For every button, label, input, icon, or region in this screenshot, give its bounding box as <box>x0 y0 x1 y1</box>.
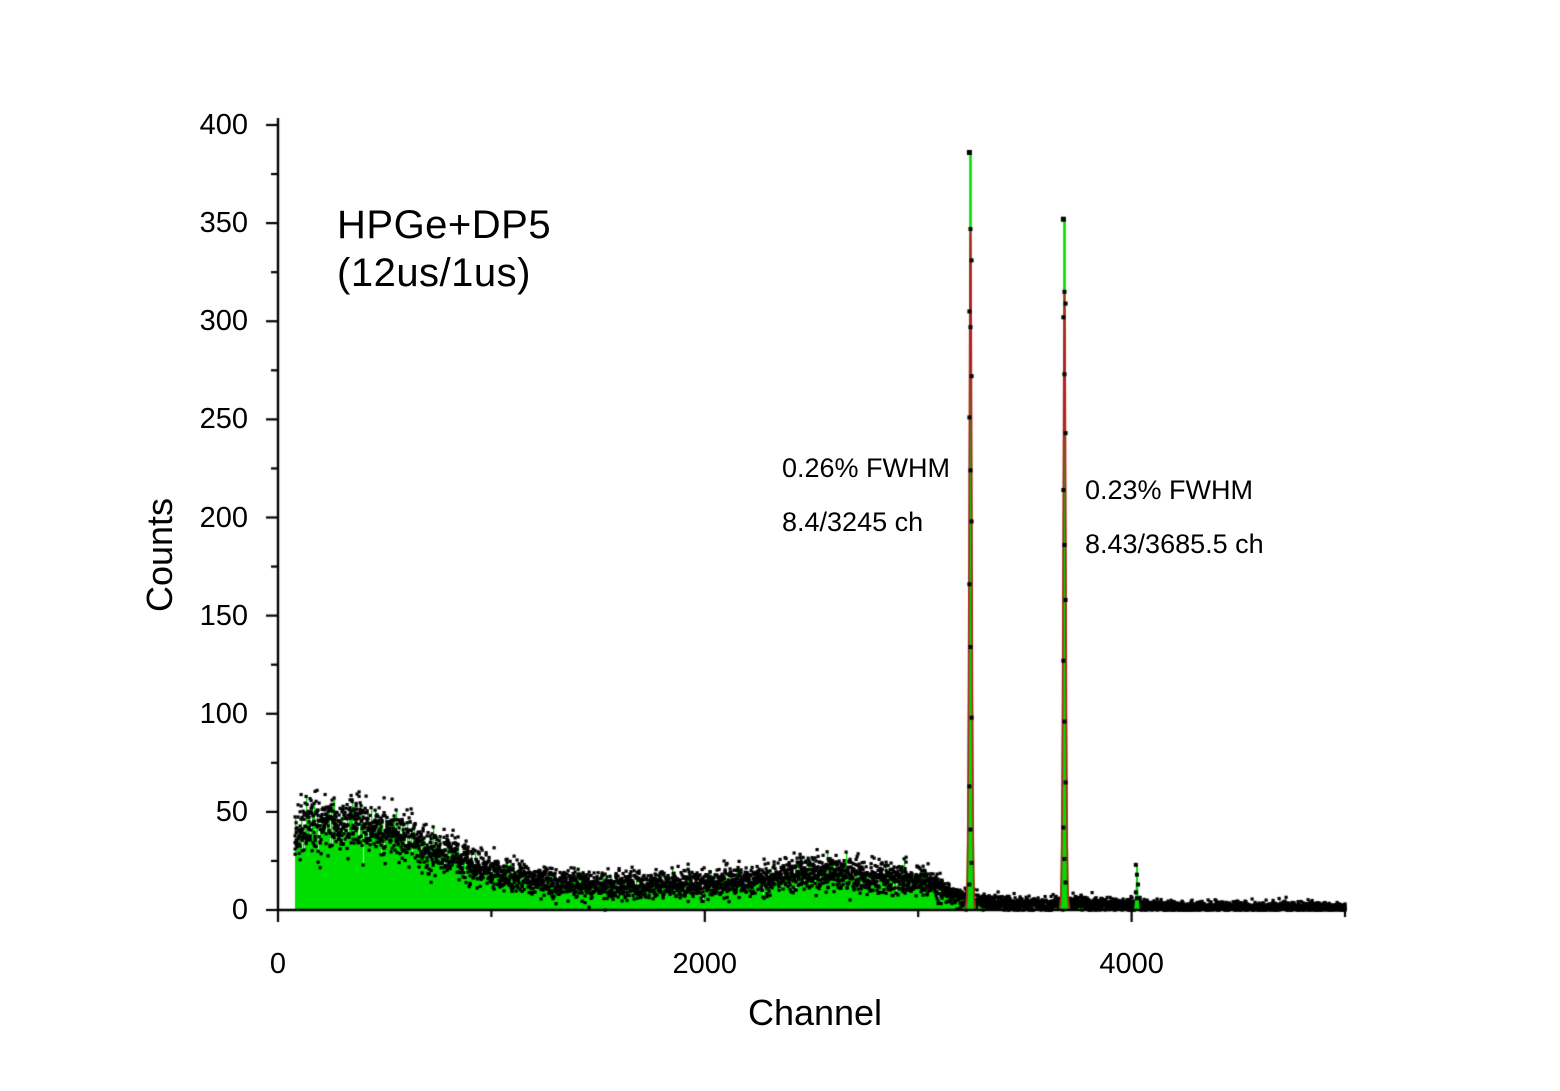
peak1-fwhm-channels-label: 8.4/3245 ch <box>782 507 924 537</box>
y-tick-label-200: 200 <box>199 501 248 534</box>
y-tick-label-150: 150 <box>199 599 248 632</box>
peak2-fwhm-percent-label: 0.23% FWHM <box>1085 475 1254 505</box>
x-tick-label-4000: 4000 <box>1099 948 1164 980</box>
y-tick-label-50: 50 <box>215 795 248 828</box>
y-tick-label-400: 400 <box>199 109 248 141</box>
peak1-fwhm-percent-label: 0.26% FWHM <box>782 453 951 483</box>
x-tick-label-2000: 2000 <box>672 948 738 980</box>
chart-title: HPGe+DP5 <box>337 203 552 247</box>
peak2-fwhm-channels-label: 8.43/3685.5 ch <box>1085 529 1264 559</box>
x-axis-title: Channel <box>747 992 883 1033</box>
y-tick-label-300: 300 <box>199 305 248 338</box>
x-tick-label-0: 0 <box>269 948 287 980</box>
y-tick-label-250: 250 <box>199 403 248 436</box>
y-tick-label-100: 100 <box>199 697 248 730</box>
y-tick-label-0: 0 <box>231 894 248 926</box>
chart-subtitle: (12us/1us) <box>337 251 531 295</box>
y-tick-label-350: 350 <box>199 207 248 240</box>
